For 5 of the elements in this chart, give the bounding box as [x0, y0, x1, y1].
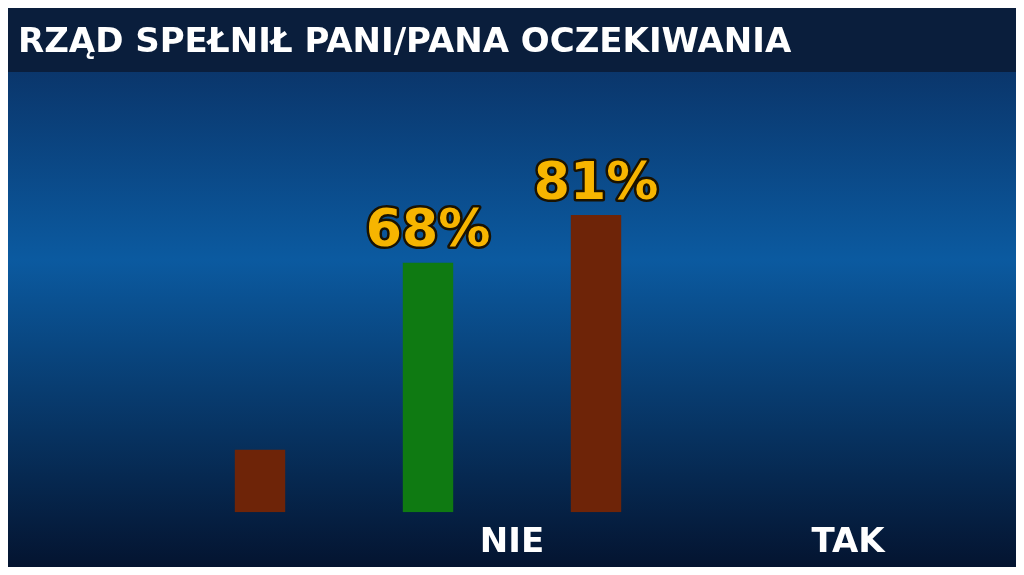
- x-tick-label: TAK: [811, 520, 887, 561]
- chart-title: RZĄD SPEŁNIŁ PANI/PANA OCZEKIWANIA: [8, 8, 1016, 72]
- x-tick-label: NIE: [479, 520, 545, 561]
- data-label: 81%: [533, 150, 659, 211]
- data-label: 68%: [365, 198, 491, 259]
